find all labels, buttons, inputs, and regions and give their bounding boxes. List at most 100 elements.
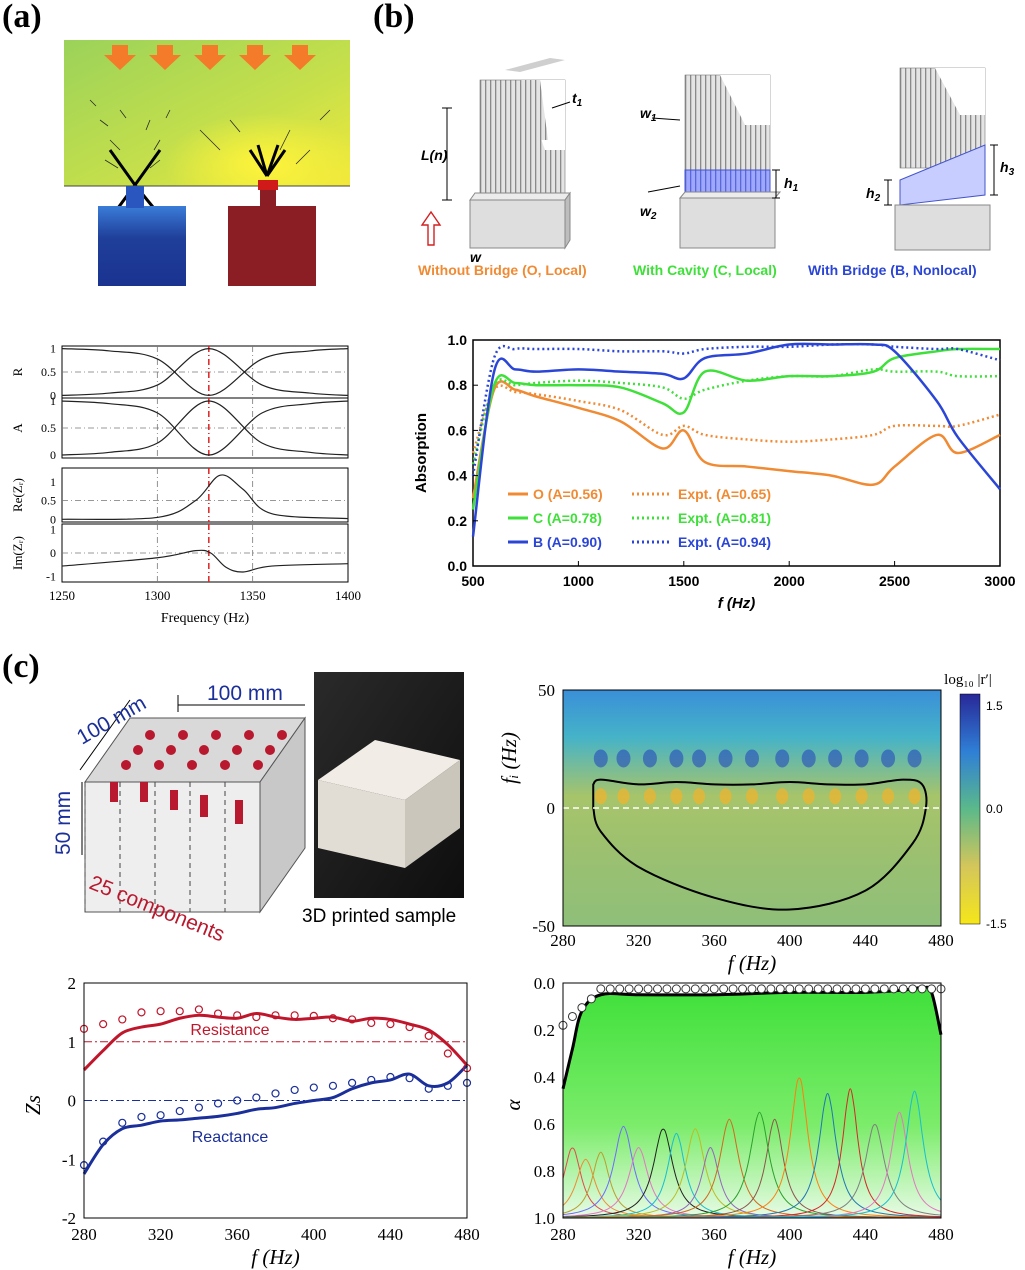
y-tick-label: 50	[538, 681, 555, 700]
y-tick-label: 1	[50, 475, 56, 489]
y-tick-label: 1	[50, 522, 56, 536]
y-tick-label: 0	[50, 512, 56, 526]
expt-point	[889, 984, 899, 994]
absorption-series-b	[471, 342, 1001, 537]
y-tick-label: 0.0	[534, 974, 555, 993]
y-tick-label: 1	[50, 342, 56, 356]
svg-text:h3: h3	[1000, 159, 1015, 178]
structure-without-bridge	[469, 58, 571, 250]
photo-caption: 3D printed sample	[302, 906, 456, 927]
pole-spot	[881, 749, 896, 768]
pole-spot	[692, 749, 707, 768]
expt-point	[577, 1003, 587, 1013]
zero-contour	[592, 778, 928, 911]
expt-point	[681, 984, 691, 994]
zero-spot	[829, 788, 842, 805]
expt-point	[709, 984, 719, 994]
label-h1: h	[784, 175, 793, 191]
expt-point	[624, 984, 634, 994]
reactance-point	[194, 1103, 203, 1112]
subplot-frame	[61, 467, 349, 523]
pole-spot	[907, 749, 922, 768]
x-tick-label: 2000	[774, 573, 805, 589]
pole-spot	[854, 749, 869, 768]
x-tick-label: 1250	[49, 588, 75, 603]
label-t1: t	[572, 90, 578, 106]
x-tick-label: 360	[224, 1225, 250, 1244]
expt-point	[804, 984, 814, 994]
expt-point	[586, 994, 596, 1004]
y-axis-label: Re(Zᵣ)	[10, 478, 25, 512]
resistance-point	[252, 1012, 261, 1022]
label-h2: h	[866, 185, 875, 201]
reactance-point	[137, 1112, 146, 1122]
reactance-point	[252, 1093, 261, 1102]
dim-width2: 100 mm	[207, 682, 283, 705]
expt-point	[596, 984, 606, 994]
zero-spot	[882, 788, 895, 805]
resistance-point	[213, 1009, 223, 1018]
reactance-point	[156, 1111, 165, 1120]
subplot-curve	[61, 400, 349, 456]
x-tick-label: 320	[626, 931, 652, 950]
x-tick-label: 320	[148, 1225, 174, 1244]
pole-spot	[745, 749, 759, 768]
y-tick-label: 0	[50, 546, 56, 560]
absorption-series-o	[471, 380, 1001, 499]
expt-point	[766, 984, 776, 994]
y-axis-label: A	[10, 423, 25, 433]
x-tick-label: 1500	[668, 573, 699, 589]
resonator-holes	[110, 730, 287, 824]
pole-spot	[593, 749, 608, 768]
y-tick-label: 0	[50, 448, 56, 462]
resistance-point	[175, 1007, 184, 1016]
expt-point	[728, 984, 738, 994]
reactance-point	[118, 1118, 127, 1127]
y-axis-label: fᵢ (Hz)	[497, 732, 521, 784]
panel-label-c: (c)	[2, 648, 40, 685]
absorption-series-c	[471, 347, 1001, 510]
caption-with-bridge: With Bridge (B, Nonlocal)	[808, 262, 977, 278]
subplot-curve	[61, 348, 349, 397]
x-axis-label: f (Hz)	[728, 1245, 776, 1269]
resistance-point	[386, 1020, 395, 1029]
y-tick-label: -2	[62, 1209, 76, 1228]
zero-spot	[776, 788, 789, 805]
y-tick-label: 0.4	[534, 1068, 556, 1087]
x-axis-label: f (Hz)	[728, 951, 776, 975]
structure-with-bridge	[894, 67, 991, 251]
colorbar-title: log₁₀ |r′|	[944, 672, 992, 688]
y-axis-label: α	[501, 1099, 525, 1111]
expt-point	[823, 984, 833, 994]
pole-spot	[775, 749, 790, 768]
y-axis-label: R	[10, 367, 25, 376]
x-tick-label: 1300	[144, 588, 170, 603]
expt-point	[860, 984, 870, 994]
reactance-point	[290, 1085, 299, 1095]
label-L: L(n)	[421, 147, 448, 163]
x-tick-label: 280	[550, 1225, 576, 1244]
expt-point	[634, 984, 644, 994]
y-tick-label: 0	[547, 799, 556, 818]
zero-spot	[746, 788, 758, 805]
x-tick-label: 280	[550, 931, 576, 950]
x-tick-label: 1000	[563, 573, 594, 589]
subplot-curve	[61, 549, 349, 573]
y-tick-label: -1	[46, 570, 56, 584]
svg-text:h1: h1	[784, 175, 799, 194]
legend-label: O (A=0.56)	[533, 486, 603, 502]
expt-point	[927, 984, 937, 994]
colorbar	[959, 693, 981, 925]
zero-spot	[693, 788, 706, 805]
legend-label: C (A=0.78)	[533, 510, 602, 526]
y-tick-label: 1.0	[534, 1209, 555, 1228]
label-w: w	[470, 249, 482, 265]
resistance-point	[405, 1022, 414, 1032]
expt-point	[832, 984, 842, 994]
reactance-point	[348, 1078, 357, 1087]
y-tick-label: 0.5	[41, 494, 56, 508]
y-tick-label: 0.5	[41, 421, 56, 435]
y-tick-label: 2	[68, 974, 77, 993]
svg-text:w2: w2	[640, 203, 657, 222]
dim-height: 50 mm	[52, 791, 75, 855]
